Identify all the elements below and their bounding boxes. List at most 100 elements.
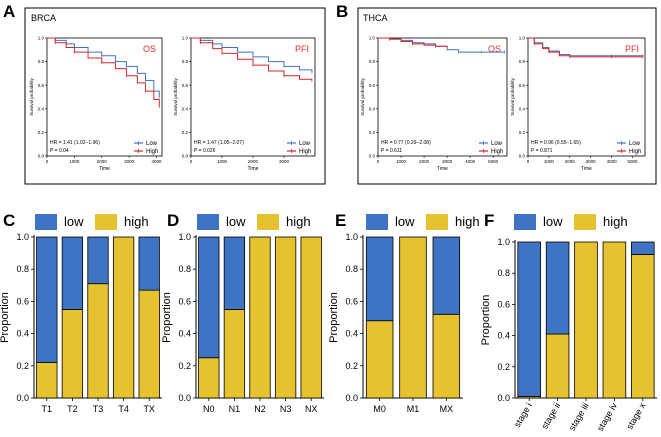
bars6-ytick-label: 1.0 <box>345 232 358 242</box>
bars4-y-axis-label: Proportion <box>0 292 11 343</box>
brca-cohort-label: BRCA <box>31 13 56 23</box>
bars4-xtick-label: T3 <box>93 404 104 414</box>
bars5-ytick-label: 1.0 <box>178 232 191 242</box>
bars4-ytick-label: 0.8 <box>16 264 29 274</box>
bars4-bar-high-2 <box>87 283 109 399</box>
bars5-y-axis-label: Proportion <box>161 292 173 343</box>
km1-title: OS <box>143 44 156 54</box>
km1-hr-text: HR = 1.41 (1.02−1.96) <box>50 140 100 146</box>
km2-xtick-label: 2000 <box>248 159 259 164</box>
km4-hr-text: HR = 0.96 (0.55−1.65) <box>531 140 581 146</box>
bars7-xtick-label: stage x <box>624 401 647 432</box>
bars6-legend-swatch-low <box>366 214 388 230</box>
bars7-xtick-label: stage i <box>512 401 534 429</box>
bars4-ytick-label: 0.4 <box>16 329 29 339</box>
km2-legend-label-high: High <box>299 149 311 155</box>
bars7-bar-low-4 <box>631 241 655 255</box>
km2-ytick-label: 0.0 <box>182 154 189 159</box>
km4-p-value-text: P = 0.871 <box>531 148 553 154</box>
km4-ytick-label: 1.0 <box>519 36 526 41</box>
bars6-xtick-label: M1 <box>407 404 420 414</box>
bars5-bar-high-4 <box>300 236 322 399</box>
bars4-bar-high-1 <box>61 309 84 399</box>
bars7-xtick-label: stage ii <box>539 401 562 431</box>
km1-ytick-label: 1.0 <box>38 36 45 41</box>
km3-ytick-label: 1.0 <box>369 36 376 41</box>
bars7-bar-high-3 <box>602 241 627 399</box>
bars7-xtick-label: stage iii <box>567 401 591 432</box>
km3-xtick-label: 2000 <box>419 159 430 164</box>
panel-label-b: B <box>336 2 348 21</box>
bars5-xtick-label: N0 <box>203 404 215 414</box>
bars5-bar-low-0 <box>198 236 220 359</box>
km1-y-axis-label: Survival probability <box>29 77 34 116</box>
bars5-ytick-label: 0.2 <box>178 361 191 371</box>
km2-ytick-label: 0.2 <box>182 130 189 135</box>
km2-xtick-label: 3000 <box>279 159 290 164</box>
km2-p-value-text: P = 0.026 <box>194 148 216 154</box>
km1-xtick-label: 0 <box>46 159 49 164</box>
bars5-xtick-label: N3 <box>280 404 292 414</box>
km3-ytick-label: 0.4 <box>369 106 376 111</box>
bars5-legend-label-high: high <box>286 214 311 229</box>
bars5-xtick-label: NX <box>305 404 318 414</box>
km4-xtick-label: 3000 <box>586 159 597 164</box>
km3-xtick-label: 1000 <box>396 159 407 164</box>
km2-xtick-label: 1000 <box>217 159 228 164</box>
km4-legend-label-high: High <box>629 149 641 155</box>
bars7-bar-high-1 <box>545 333 570 399</box>
bars5-legend-swatch-high <box>257 214 279 230</box>
bars6-ytick-label: 0.2 <box>345 361 358 371</box>
km3-ytick-label: 0.2 <box>369 130 376 135</box>
bars4-bar-high-3 <box>112 236 135 399</box>
bars4-legend-label-low: low <box>64 214 84 229</box>
bars7-bar-high-4 <box>631 254 655 399</box>
bars7-bar-high-2 <box>574 241 598 399</box>
km1-ytick-label: 0.8 <box>38 59 45 64</box>
bars6-ytick-label: 0.8 <box>345 264 358 274</box>
km3-x-axis-label: Time <box>437 166 448 172</box>
bars6-ytick-label: 0.6 <box>345 296 358 306</box>
km2-ytick-label: 1.0 <box>182 36 189 41</box>
km1-plot-frame <box>46 37 163 157</box>
km2-x-axis-label: Time <box>248 166 259 172</box>
bars5-xtick-label: N2 <box>254 404 266 414</box>
km4-series-low-line <box>528 37 643 57</box>
km4-xtick-label: 4000 <box>607 159 618 164</box>
bars6-bar-low-0 <box>365 236 394 322</box>
km4-plot-frame <box>527 37 646 157</box>
km4-xtick-label: 5000 <box>627 159 638 164</box>
km4-legend-label-low: Low <box>629 141 641 147</box>
bars4-ytick-label: 1.0 <box>16 232 29 242</box>
km1-p-value-text: P = 0.04 <box>50 148 69 154</box>
km4-ytick-label: 0.6 <box>519 83 526 88</box>
bars6-xtick-label: MX <box>440 404 454 414</box>
bars4-xtick-label: T4 <box>118 404 129 414</box>
km4-ytick-label: 0.2 <box>519 130 526 135</box>
km1-ytick-label: 0.6 <box>38 83 45 88</box>
bars4-bar-low-0 <box>36 236 58 363</box>
thca-cohort-label: THCA <box>363 13 388 23</box>
km2-ytick-label: 0.8 <box>182 59 189 64</box>
bars7-ytick-label: 0.0 <box>497 393 510 403</box>
km1-ytick-label: 0.4 <box>38 106 45 111</box>
bars6-legend-label-low: low <box>395 214 415 229</box>
km4-xtick-label: 2000 <box>565 159 576 164</box>
bars7-ytick-label: 0.2 <box>497 362 510 372</box>
bars4-ytick-label: 0.2 <box>16 361 29 371</box>
km1-x-axis-label: Time <box>99 166 110 172</box>
charts-layer: 0.0 0.2 0.4 0.6 0.8 1.0 0 1000 2000 3000 4000 Time S… <box>0 36 657 433</box>
bars7-legend-swatch-low <box>514 214 536 230</box>
panel-label-f: F <box>484 211 494 230</box>
km3-series-low-line <box>378 37 505 53</box>
km3-xtick-label: 0 <box>377 159 380 164</box>
bars7-xtick-label: stage iv <box>595 401 619 433</box>
km4-xtick-label: 1000 <box>544 159 555 164</box>
km2-hr-text: HR = 1.47 (1.05−2.07) <box>194 140 244 146</box>
km1-legend-label-high: High <box>146 149 158 155</box>
bars5-ytick-label: 0.6 <box>178 296 191 306</box>
bars6-bar-high-1 <box>399 236 427 399</box>
bars5-bar-high-2 <box>249 236 271 399</box>
km3-p-value-text: P = 0.611 <box>381 148 402 154</box>
